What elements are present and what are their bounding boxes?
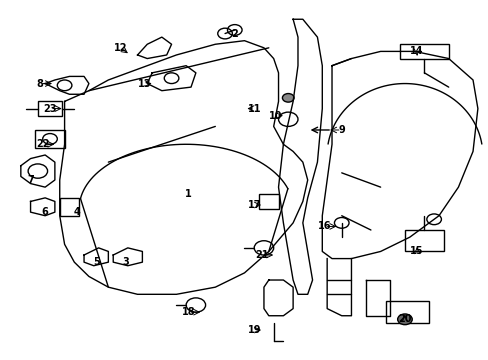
- Text: 14: 14: [409, 46, 423, 57]
- Text: 23: 23: [43, 104, 57, 113]
- Text: 3: 3: [122, 257, 128, 267]
- Text: 9: 9: [338, 125, 345, 135]
- Text: 17: 17: [247, 200, 261, 210]
- Text: 7: 7: [27, 175, 34, 185]
- Text: 13: 13: [138, 78, 151, 89]
- Circle shape: [397, 314, 411, 325]
- Bar: [259, 194, 278, 208]
- FancyBboxPatch shape: [38, 102, 62, 116]
- Text: 6: 6: [41, 207, 48, 217]
- Text: 20: 20: [397, 314, 411, 324]
- Text: 22: 22: [36, 139, 49, 149]
- Text: 8: 8: [37, 78, 43, 89]
- FancyBboxPatch shape: [35, 130, 64, 148]
- Bar: [399, 44, 448, 59]
- Bar: [60, 198, 79, 216]
- Text: 11: 11: [247, 104, 261, 113]
- Bar: [385, 301, 428, 323]
- Bar: [404, 230, 443, 251]
- Circle shape: [282, 94, 293, 102]
- Text: 21: 21: [254, 250, 268, 260]
- Text: 2: 2: [231, 28, 238, 39]
- Text: 5: 5: [93, 257, 100, 267]
- Text: 18: 18: [182, 307, 195, 317]
- Text: 4: 4: [73, 207, 80, 217]
- Text: 12: 12: [114, 43, 127, 53]
- Text: 16: 16: [317, 221, 331, 231]
- Text: 15: 15: [409, 247, 423, 256]
- Text: 1: 1: [185, 189, 192, 199]
- Text: 10: 10: [269, 111, 282, 121]
- Text: 19: 19: [247, 325, 261, 335]
